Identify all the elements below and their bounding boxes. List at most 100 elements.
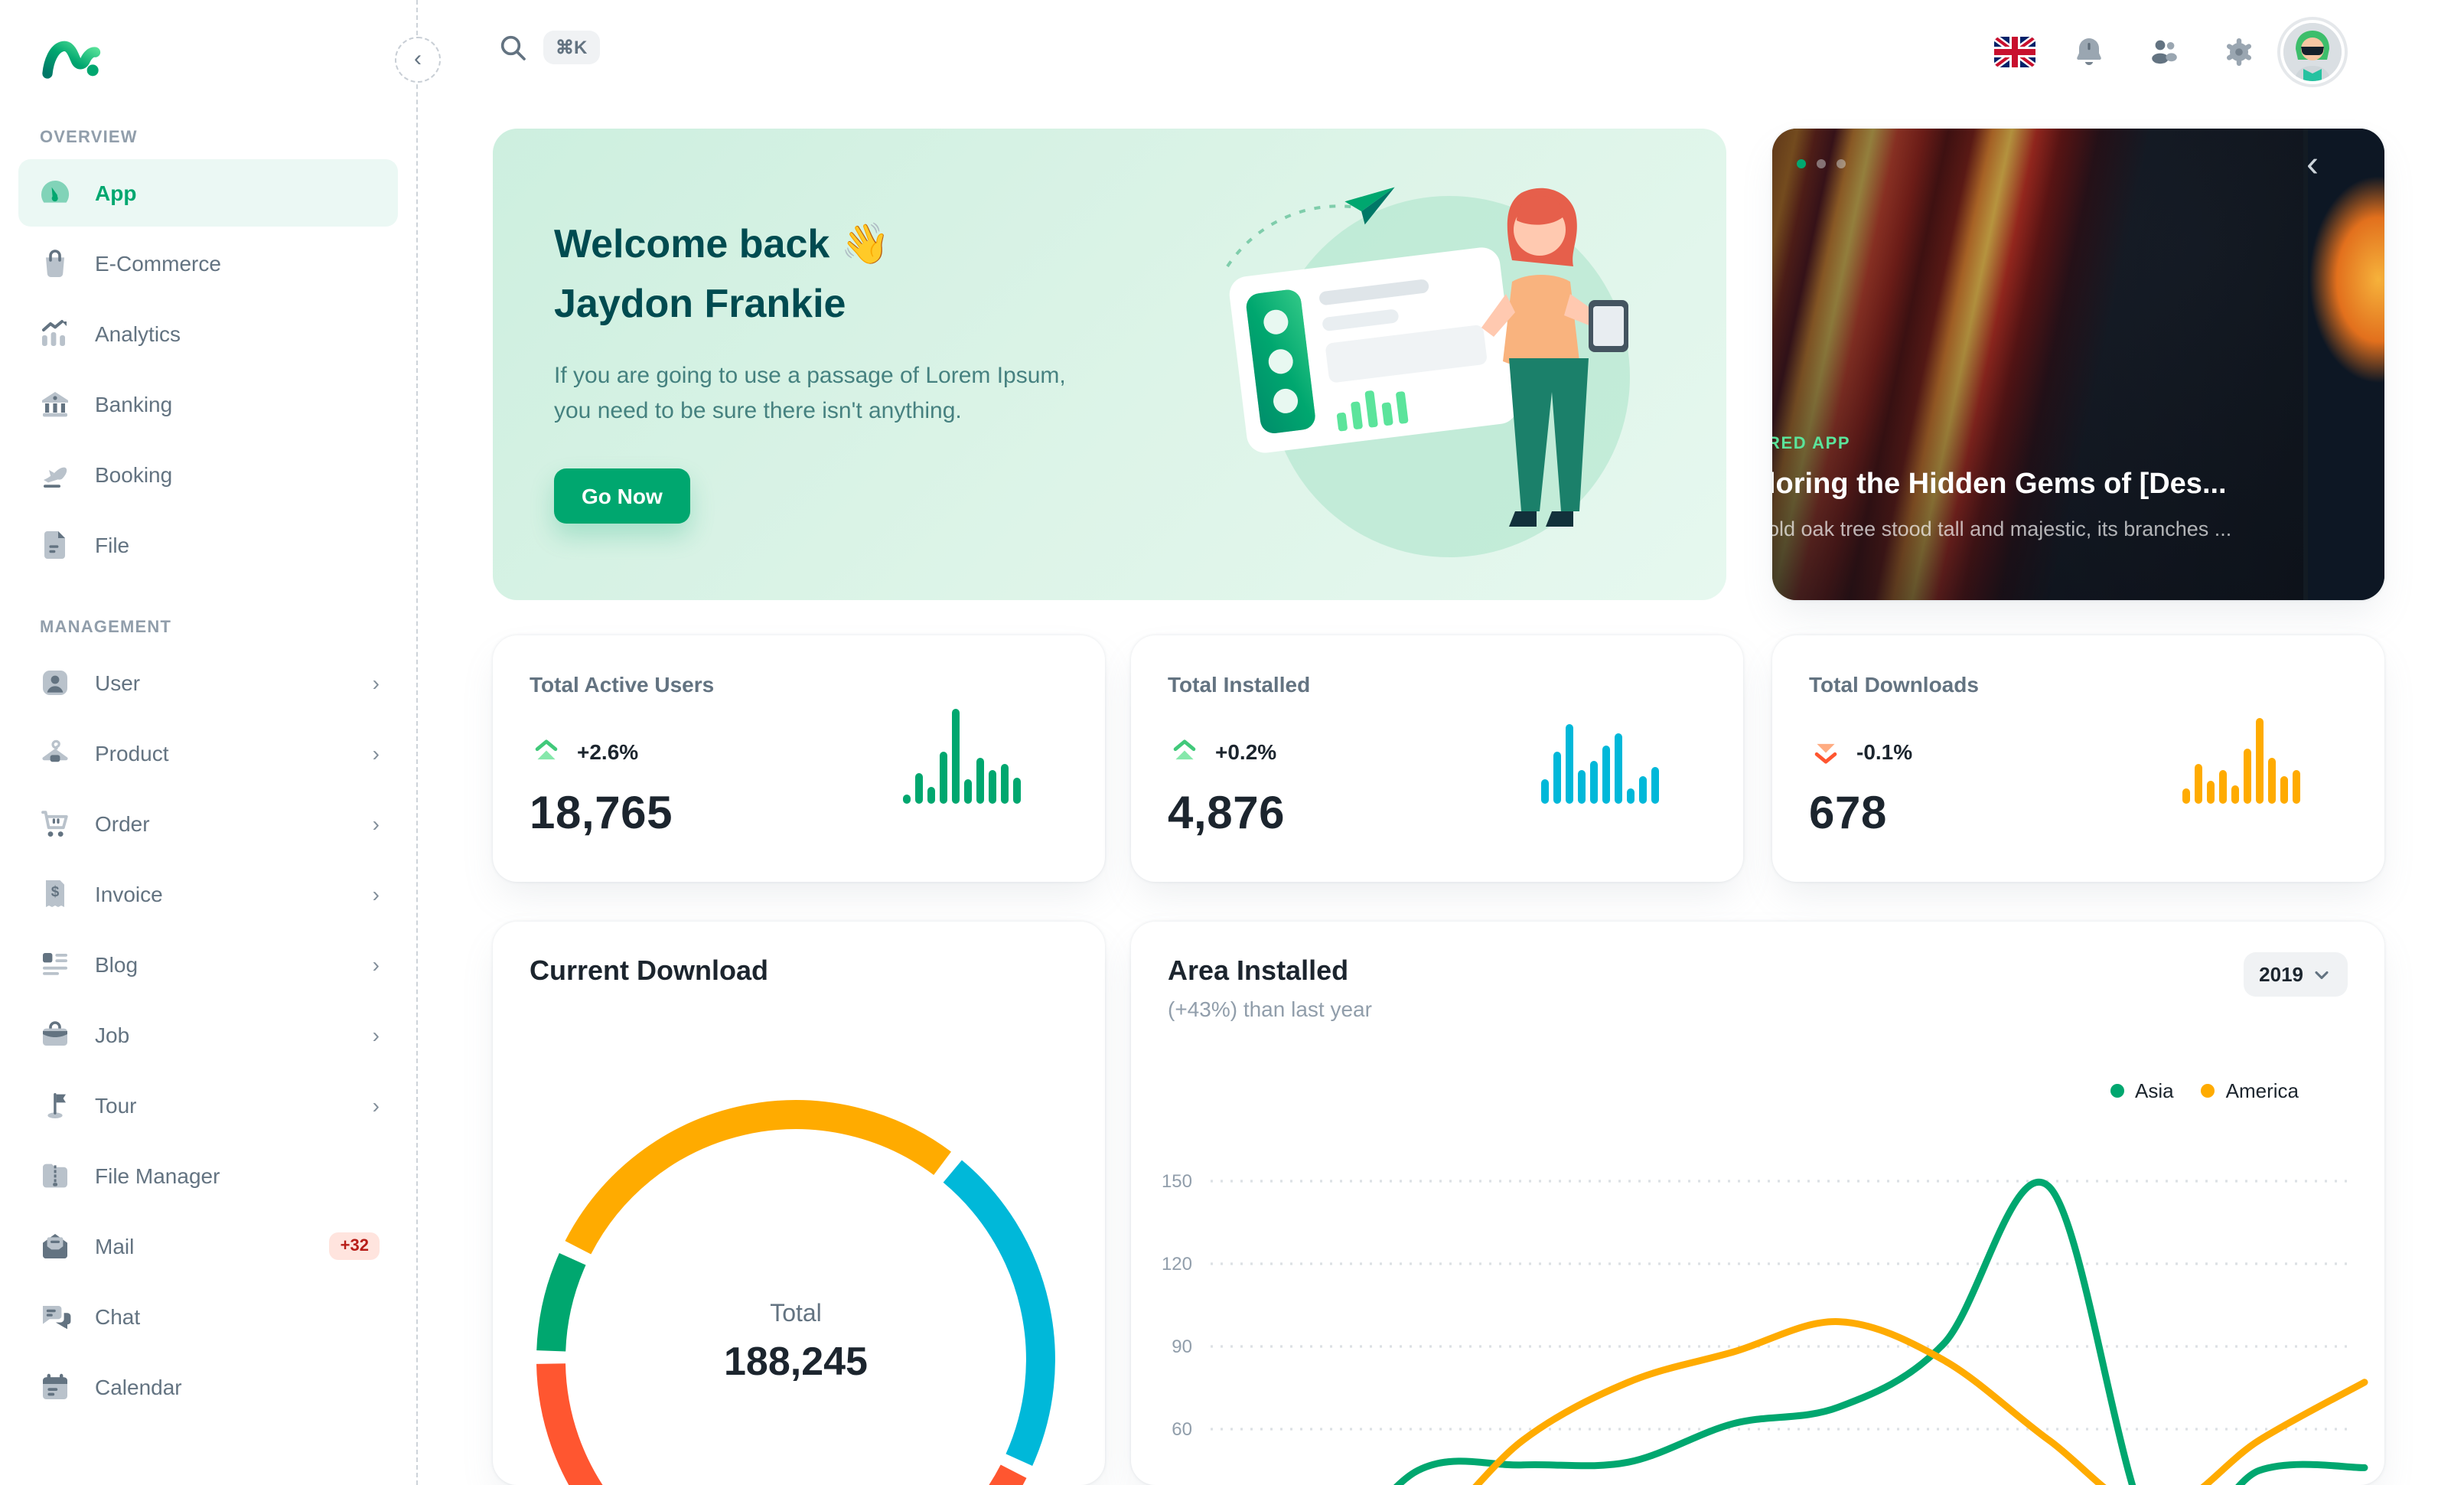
legend-item-america[interactable]: America xyxy=(2201,1079,2299,1102)
donut-slice-green-segment[interactable] xyxy=(536,1253,586,1352)
user-icon xyxy=(43,671,67,695)
svg-text:90: 90 xyxy=(1172,1336,1192,1357)
trend-down-icon xyxy=(1809,735,1843,769)
chat-icon xyxy=(43,1306,71,1330)
sidebar-item-booking[interactable]: Booking xyxy=(18,441,398,508)
stat-card-total-active-users: Total Active Users +2.6% 18,765 xyxy=(493,635,1105,882)
carousel-dot[interactable] xyxy=(1837,159,1846,168)
sidebar-item-label: Mail xyxy=(95,1234,135,1258)
settings-button[interactable] xyxy=(2208,21,2270,83)
stat-value: 18,765 xyxy=(530,788,673,839)
stat-title: Total Active Users xyxy=(530,672,715,697)
sidebar-item-order[interactable]: Order › xyxy=(18,790,398,857)
app-gauge-icon xyxy=(41,180,70,203)
sidebar-item-analytics[interactable]: Analytics xyxy=(18,300,398,367)
mini-bar-chart xyxy=(1541,706,1700,804)
contacts-icon xyxy=(2152,40,2177,64)
invoice-icon: $ xyxy=(46,880,64,907)
sidebar-item-label: Job xyxy=(95,1023,130,1047)
cart-icon xyxy=(41,811,68,837)
go-now-button[interactable]: Go Now xyxy=(554,468,690,524)
sidebar-item-product[interactable]: Product › xyxy=(18,720,398,787)
year-dropdown[interactable]: 2019 xyxy=(2244,952,2348,997)
welcome-illustration xyxy=(1226,187,1630,557)
featured-next-slide-sliver xyxy=(2308,129,2384,600)
analytics-icon xyxy=(42,320,67,346)
chevron-right-icon: › xyxy=(372,952,380,977)
sidebar-item-tour[interactable]: Tour › xyxy=(18,1072,398,1139)
stat-title: Total Installed xyxy=(1168,672,1311,697)
search-shortcut-badge: ⌘K xyxy=(543,31,600,64)
topbar: ⌘K xyxy=(418,0,2464,107)
sidebar-item-label: File Manager xyxy=(95,1164,220,1188)
search-icon xyxy=(500,35,526,60)
sidebar-item-file[interactable]: File xyxy=(18,511,398,579)
sidebar-item-file-manager[interactable]: File Manager xyxy=(18,1142,398,1209)
stat-value: 678 xyxy=(1809,788,1887,839)
sidebar-item-invoice[interactable]: $ Invoice › xyxy=(18,860,398,928)
donut-slice-amber-segment[interactable] xyxy=(565,1100,951,1255)
calendar-icon xyxy=(43,1373,67,1399)
sidebar-item-label: User xyxy=(95,671,141,695)
sidebar-item-banking[interactable]: Banking xyxy=(18,370,398,438)
carousel-dot[interactable] xyxy=(1797,159,1806,168)
sidebar-item-label: Product xyxy=(95,741,169,765)
bell-icon xyxy=(2077,38,2101,65)
bank-icon xyxy=(42,392,68,417)
stat-card-total-downloads: Total Downloads -0.1% 678 xyxy=(1772,635,2384,882)
sidebar-item-job[interactable]: Job › xyxy=(18,1001,398,1069)
chevron-right-icon: › xyxy=(372,671,380,695)
legend-item-asia[interactable]: Asia xyxy=(2110,1079,2174,1102)
mini-bar-chart xyxy=(2182,706,2342,804)
donut-center-label: Total xyxy=(770,1301,822,1327)
featured-title[interactable]: loring the Hidden Gems of [Des... xyxy=(1772,468,2227,501)
sidebar-item-mail[interactable]: Mail +32 xyxy=(18,1212,398,1280)
sidebar-collapse-button[interactable]: ‹ xyxy=(395,37,441,83)
contacts-button[interactable] xyxy=(2133,21,2195,83)
search-button[interactable]: ⌘K xyxy=(497,31,600,64)
chevron-right-icon: › xyxy=(372,1023,380,1047)
mail-count-badge: +32 xyxy=(329,1232,380,1260)
svg-text:150: 150 xyxy=(1162,1171,1192,1192)
sidebar-item-user[interactable]: User › xyxy=(18,649,398,716)
uk-flag-icon xyxy=(1993,37,2035,67)
flag-icon xyxy=(47,1093,66,1118)
donut-slice-red-segment[interactable] xyxy=(536,1363,1027,1485)
svg-text:$: $ xyxy=(51,884,60,900)
nav-section-label: MANAGEMENT xyxy=(40,618,172,637)
sidebar-item-calendar[interactable]: Calendar xyxy=(18,1353,398,1421)
welcome-banner: Welcome back 👋 Jaydon Frankie If you are … xyxy=(493,129,1726,600)
svg-text:120: 120 xyxy=(1162,1254,1192,1274)
featured-text: RED APP loring the Hidden Gems of [Des..… xyxy=(1772,435,2323,540)
featured-slide-image xyxy=(1772,129,2303,600)
legend-dot xyxy=(2110,1084,2125,1098)
stat-percent: +0.2% xyxy=(1215,739,1277,764)
language-button[interactable] xyxy=(1983,21,2045,83)
featured-app-carousel[interactable]: ‹ RED APP loring the Hidden Gems of [Des… xyxy=(1772,129,2384,600)
sidebar-item-label: Analytics xyxy=(95,321,181,346)
shopping-bag-icon xyxy=(46,250,64,278)
sidebar-item-label: Invoice xyxy=(95,882,163,906)
stat-title: Total Downloads xyxy=(1809,672,1979,697)
chart-legend: Asia America xyxy=(2110,1079,2299,1102)
carousel-dot[interactable] xyxy=(1817,159,1826,168)
featured-label: RED APP xyxy=(1772,435,1851,453)
sidebar-item-e-commerce[interactable]: E-Commerce xyxy=(18,230,398,297)
notifications-button[interactable] xyxy=(2058,21,2120,83)
sidebar-item-label: Order xyxy=(95,811,150,836)
donut-slice-cyan-segment[interactable] xyxy=(943,1160,1055,1466)
trend-up-icon xyxy=(530,735,563,769)
app-logo-icon[interactable] xyxy=(40,28,101,89)
plane-icon xyxy=(44,467,67,488)
sidebar-item-blog[interactable]: Blog › xyxy=(18,931,398,998)
donut-chart xyxy=(536,1100,1055,1485)
carousel-prev-icon[interactable]: ‹ xyxy=(2306,144,2319,185)
sidebar-item-label: Tour xyxy=(95,1093,137,1118)
briefcase-icon xyxy=(43,1021,67,1046)
sidebar-item-chat[interactable]: Chat xyxy=(18,1283,398,1350)
sidebar: OVERVIEW App E-Commerce Analytics Bankin… xyxy=(0,0,416,1485)
sidebar-item-label: Booking xyxy=(95,462,173,487)
sidebar-item-app[interactable]: App xyxy=(18,159,398,227)
avatar[interactable] xyxy=(2283,23,2342,81)
